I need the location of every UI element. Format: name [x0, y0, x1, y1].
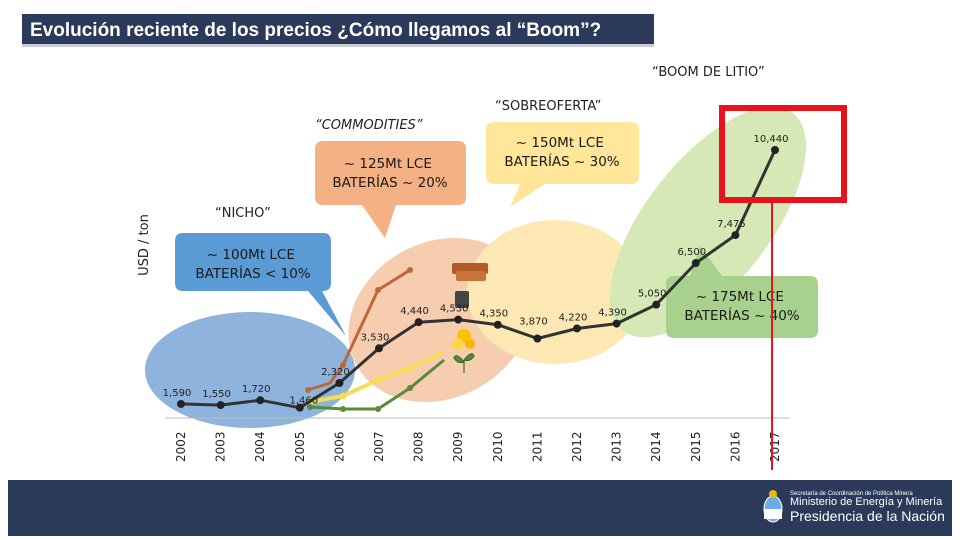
value-label-2002: 1,590 [163, 388, 192, 399]
callout-sobreoferta-text: ~ 150Mt LCE [516, 135, 604, 151]
callout-boom: ~ 175Mt LCE BATERÍAS ~ 40% [684, 289, 799, 324]
price-point-2017 [771, 146, 779, 154]
lithium-price-line [180, 149, 777, 410]
orange-trend-point [375, 287, 381, 293]
phase-label-boom: “BOOM DE LITIO” [652, 65, 765, 80]
ministry-name: Ministerio de Energía y Minería [790, 496, 943, 509]
green-trend-point [407, 385, 413, 391]
yellow-trend-point [339, 392, 347, 400]
price-point-2014 [652, 300, 661, 309]
value-label-2012: 4,220 [559, 312, 588, 323]
callout-boom-text: ~ 175Mt LCE [696, 289, 784, 305]
lithium-price-chart: USD / ton “NICHO” “COMMODITIES” “SOBREOF… [137, 65, 847, 470]
value-label-2007: 3,530 [361, 332, 390, 343]
callout-commodities-text: ~ 125Mt LCE [344, 156, 432, 172]
value-label-2005: 1,460 [289, 396, 318, 407]
x-tick-label-2014: 2014 [649, 431, 663, 462]
value-label-2009: 4,530 [440, 304, 469, 315]
price-point-2005 [295, 403, 304, 412]
x-tick-label-2005: 2005 [293, 431, 307, 462]
title-bar: Evolución reciente de los precios ¿Cómo … [22, 14, 654, 47]
price-point-2013 [612, 319, 621, 328]
ministry-secretariat: Secretaría de Coordinación de Política M… [790, 491, 913, 497]
callout-nicho-bubble [175, 233, 346, 336]
battery-cell-icon [455, 291, 469, 308]
green-trend-point [375, 406, 381, 412]
callout-sobreoferta-bubble [486, 122, 639, 207]
callout-commodities-bubble [315, 141, 466, 238]
callout-nicho-text: ~ 100Mt LCE [207, 247, 295, 263]
green-trend-point [340, 406, 346, 412]
value-label-2015: 6,500 [677, 247, 706, 258]
nicho-phase-area [145, 312, 355, 428]
green-trend-point [307, 404, 313, 410]
x-tick-label-2002: 2002 [174, 431, 188, 462]
value-label-2013: 4,390 [598, 308, 627, 319]
page-title: Evolución reciente de los precios ¿Cómo … [30, 20, 602, 41]
gold-nugget-icon [465, 339, 475, 349]
callout-boom-bubble [666, 246, 818, 338]
x-tick-label-2003: 2003 [214, 431, 228, 462]
orange-trend-point [305, 387, 311, 393]
callout-sobreoferta-text-line2: BATERÍAS ~ 30% [504, 153, 619, 170]
x-tick-label-2007: 2007 [372, 431, 386, 462]
value-label-2008: 4,440 [400, 306, 429, 317]
phase-label-nicho: “NICHO” [215, 206, 271, 221]
value-label-2011: 3,870 [519, 317, 548, 328]
y-axis-title: USD / ton [137, 214, 152, 276]
value-label-2014: 5,050 [638, 289, 667, 300]
price-point-2003 [216, 401, 225, 410]
callout-commodities: ~ 125Mt LCE BATERÍAS ~ 20% [332, 156, 447, 191]
x-tick-label-2012: 2012 [570, 431, 584, 462]
x-tick-label-2016: 2016 [728, 431, 742, 462]
price-point-2006 [335, 378, 344, 387]
value-label-2010: 4,350 [479, 309, 508, 320]
ministry-logo: Secretaría de Coordinación de Política M… [790, 491, 945, 524]
phase-label-sobreoferta: “SOBREOFERTA” [495, 99, 601, 114]
value-label-2003: 1,550 [202, 389, 231, 400]
sprout-icon [453, 353, 475, 373]
boom-phase-area [609, 106, 807, 338]
callout-nicho-text-line2: BATERÍAS < 10% [195, 265, 310, 282]
argentina-emblem-icon [763, 490, 783, 523]
price-point-2007 [375, 344, 383, 353]
price-point-2010 [493, 320, 502, 329]
orange-trend-point [407, 267, 413, 273]
price-point-2008 [414, 318, 423, 327]
callout-commodities-text-line2: BATERÍAS ~ 20% [332, 174, 447, 191]
x-tick-label-2010: 2010 [491, 431, 505, 462]
x-tick-label-2015: 2015 [689, 431, 703, 462]
orange-trend-point [340, 362, 346, 368]
x-tick-label-2008: 2008 [412, 431, 426, 462]
callout-sobreoferta: ~ 150Mt LCE BATERÍAS ~ 30% [504, 135, 619, 170]
ministry-presidency: Presidencia de la Nación [790, 507, 945, 524]
yellow-trend-point [406, 364, 414, 372]
price-point-2009 [454, 315, 463, 324]
price-point-2004 [256, 396, 265, 405]
value-label-2016: 7,475 [717, 219, 746, 230]
phase-label-commodities: “COMMODITIES” [315, 118, 423, 133]
footer-band [8, 480, 952, 536]
x-tick-label-2009: 2009 [451, 431, 465, 462]
value-label-2017: 10,440 [754, 134, 789, 145]
x-tick-label-2004: 2004 [253, 431, 267, 462]
x-tick-label-2013: 2013 [610, 431, 624, 462]
value-label-2004: 1,720 [242, 384, 271, 395]
price-point-2002 [177, 399, 185, 408]
gold-nugget-icon [452, 338, 464, 350]
yellow-trend-point [374, 376, 382, 384]
x-tick-label-2011: 2011 [530, 431, 544, 462]
copper-bar-icon [456, 271, 486, 281]
callout-nicho: ~ 100Mt LCE BATERÍAS < 10% [195, 247, 310, 282]
callout-boom-text-line2: BATERÍAS ~ 40% [684, 307, 799, 324]
price-point-2012 [573, 324, 581, 333]
x-tick-label-2006: 2006 [332, 431, 346, 462]
value-label-2006: 2,320 [321, 367, 350, 378]
price-point-2016 [731, 231, 740, 240]
price-point-2015 [691, 259, 700, 268]
boom-highlight-box [719, 105, 847, 203]
x-tick-label-2017: 2017 [768, 431, 782, 462]
price-point-2011 [533, 334, 542, 343]
